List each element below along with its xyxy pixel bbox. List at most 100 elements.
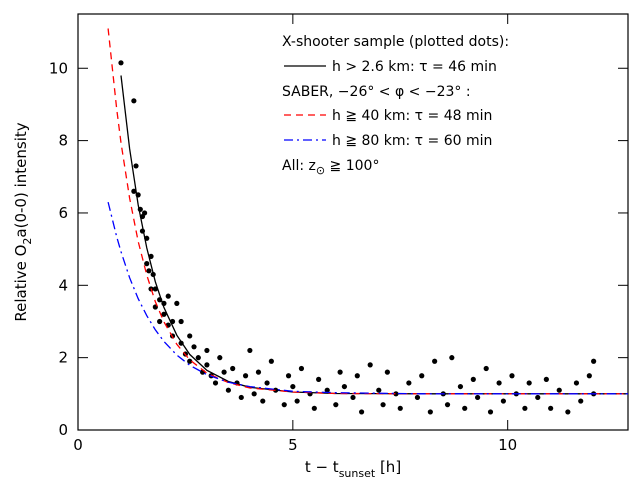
data-point [316,376,322,382]
data-point [264,380,270,386]
x-label-main: t − t [305,458,339,476]
data-point [161,311,167,317]
data-point [578,398,584,404]
y-tick-label: 4 [58,276,68,294]
data-point [397,405,403,411]
data-point [290,383,296,390]
data-point [238,394,244,401]
data-point [142,210,148,216]
data-point [337,369,343,375]
data-point [586,373,592,379]
y-tick-label: 10 [49,59,68,77]
data-point [204,362,210,368]
data-point [294,398,300,404]
x-tick-label: 0 [73,436,83,454]
data-point [260,398,266,404]
data-point [432,358,438,364]
data-point [195,355,201,361]
data-point [427,409,433,415]
data-point [191,344,197,350]
data-point [281,402,287,408]
data-point [230,365,236,372]
data-point [376,387,382,393]
legend-label: h ≧ 80 km: τ = 60 min [332,133,492,149]
data-point [242,373,249,379]
data-point [341,383,348,390]
data-point [444,402,451,408]
data-point [165,293,171,299]
x-label-unit: [h] [375,458,401,476]
data-point [406,380,412,386]
data-point [146,268,152,274]
data-point [548,405,554,411]
data-point [457,383,464,390]
legend-footer-sub: ⊙ [316,164,325,177]
data-point [204,347,210,354]
data-point [217,355,223,361]
y-tick-label: 0 [58,421,68,439]
x-tick-label: 5 [288,436,298,454]
data-point [462,405,468,411]
legend-label: h > 2.6 km: τ = 46 min [332,59,497,75]
data-point [251,391,257,397]
data-point [358,409,365,415]
data-point [573,380,580,386]
data-point [187,333,193,339]
x-label-sub: sunset [339,467,376,480]
legend-footer-main: All: z [282,158,316,174]
data-point [212,380,219,386]
y-label-rest: a(0-0) intensity [12,122,30,237]
legend-note: SABER, −26° < φ < −23° : [282,84,471,100]
data-point [522,405,528,411]
data-point [487,409,494,415]
data-point [475,394,481,401]
legend-footer-rest: ≧ 100° [325,158,379,174]
y-tick-label: 6 [58,204,68,222]
data-point [131,188,137,194]
x-axis-label: t − tsunset [h] [305,458,401,480]
data-point [565,409,571,415]
data-point [470,376,476,382]
x-tick-label: 10 [498,436,517,454]
data-point [496,380,502,386]
fit-line [107,28,628,395]
y-label-sub: 2 [21,238,34,245]
data-point [268,358,274,364]
legend-label: h ≧ 40 km: τ = 48 min [332,108,492,124]
data-point [509,373,515,379]
data-point [526,380,532,386]
legend-footer: All: z⊙ ≧ 100° [282,158,379,177]
data-point [133,163,139,169]
plot-frame [77,13,629,431]
data-point [367,362,373,368]
data-point [324,387,330,393]
data-point [118,60,124,66]
y-tick-label: 8 [58,132,68,150]
data-point [131,98,137,104]
data-point [483,365,489,372]
data-point [414,394,421,401]
data-point [380,402,386,408]
data-point [174,300,180,306]
data-point [543,376,549,382]
data-point [419,373,425,379]
data-point [535,394,541,401]
data-point [350,394,356,401]
data-point [255,369,262,375]
data-point [225,387,231,393]
y-label-main: Relative O [12,245,30,322]
data-point [556,387,562,393]
y-tick-label: 2 [58,349,68,367]
legend-header: X-shooter sample (plotted dots): [282,34,509,50]
fit-line [107,201,628,395]
data-point [311,405,317,411]
data-point [247,347,253,354]
data-point [449,355,455,361]
data-point [178,318,184,325]
data-point [354,373,360,379]
y-axis-label: Relative O2a(0-0) intensity [12,122,34,321]
data-point [187,358,193,364]
data-point [333,402,339,408]
data-point [144,261,150,267]
